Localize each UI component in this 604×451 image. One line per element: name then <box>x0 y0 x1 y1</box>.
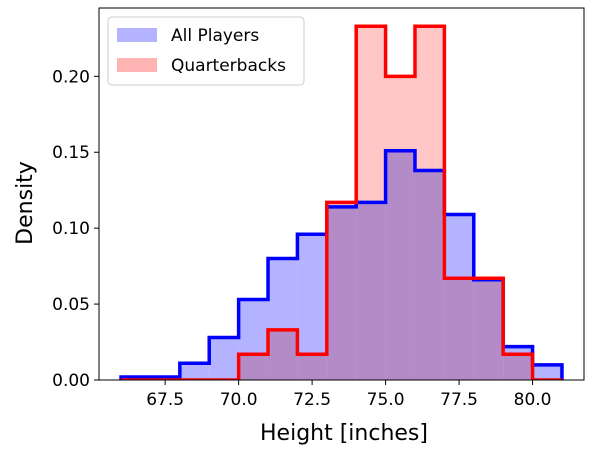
bar-all-players-3 <box>209 337 239 380</box>
axes-frame <box>98 7 585 381</box>
x-tick-label: 75.0 <box>367 390 405 410</box>
legend: All Players Quarterbacks <box>107 16 305 86</box>
bar-all-players-2 <box>179 363 210 380</box>
plot-area <box>119 24 564 380</box>
x-tick-label: 70.0 <box>220 390 258 410</box>
x-tick-label: 67.5 <box>146 390 184 410</box>
y-tick-label: 0.15 <box>52 143 90 163</box>
x-axis-label: Height [inches] <box>260 421 428 446</box>
bar-quarterbacks-7 <box>326 202 357 380</box>
y-tick-label: 0.00 <box>52 371 90 391</box>
bar-quarterbacks-11 <box>444 278 474 380</box>
x-tick-label: 77.5 <box>440 390 478 410</box>
legend-label-quarterbacks: Quarterbacks <box>171 56 286 76</box>
bar-quarterbacks-12 <box>473 278 504 380</box>
legend-swatch-all-players <box>117 28 157 42</box>
y-tick-label: 0.10 <box>52 219 90 239</box>
bar-quarterbacks-4 <box>238 354 269 380</box>
bar-quarterbacks-10 <box>414 26 445 380</box>
bar-quarterbacks-9 <box>385 76 415 380</box>
step-outline-quarterbacks <box>121 24 562 380</box>
bar-all-players-14 <box>532 364 562 380</box>
legend-swatch-quarterbacks <box>117 58 157 72</box>
bar-quarterbacks-5 <box>268 329 298 380</box>
bar-quarterbacks-13 <box>503 354 533 380</box>
y-axis-label: Density <box>13 161 38 245</box>
y-tick-label: 0.05 <box>52 295 90 315</box>
bar-quarterbacks-6 <box>297 354 327 380</box>
x-tick-label: 80.0 <box>514 390 552 410</box>
legend-label-all-players: All Players <box>171 26 259 46</box>
axes: 67.5 70.0 72.5 75.0 77.5 80.0 0.00 0.05 0.10 0.15… <box>52 7 585 410</box>
x-tick-label: 72.5 <box>293 390 331 410</box>
y-tick-label: 0.20 <box>52 67 90 87</box>
